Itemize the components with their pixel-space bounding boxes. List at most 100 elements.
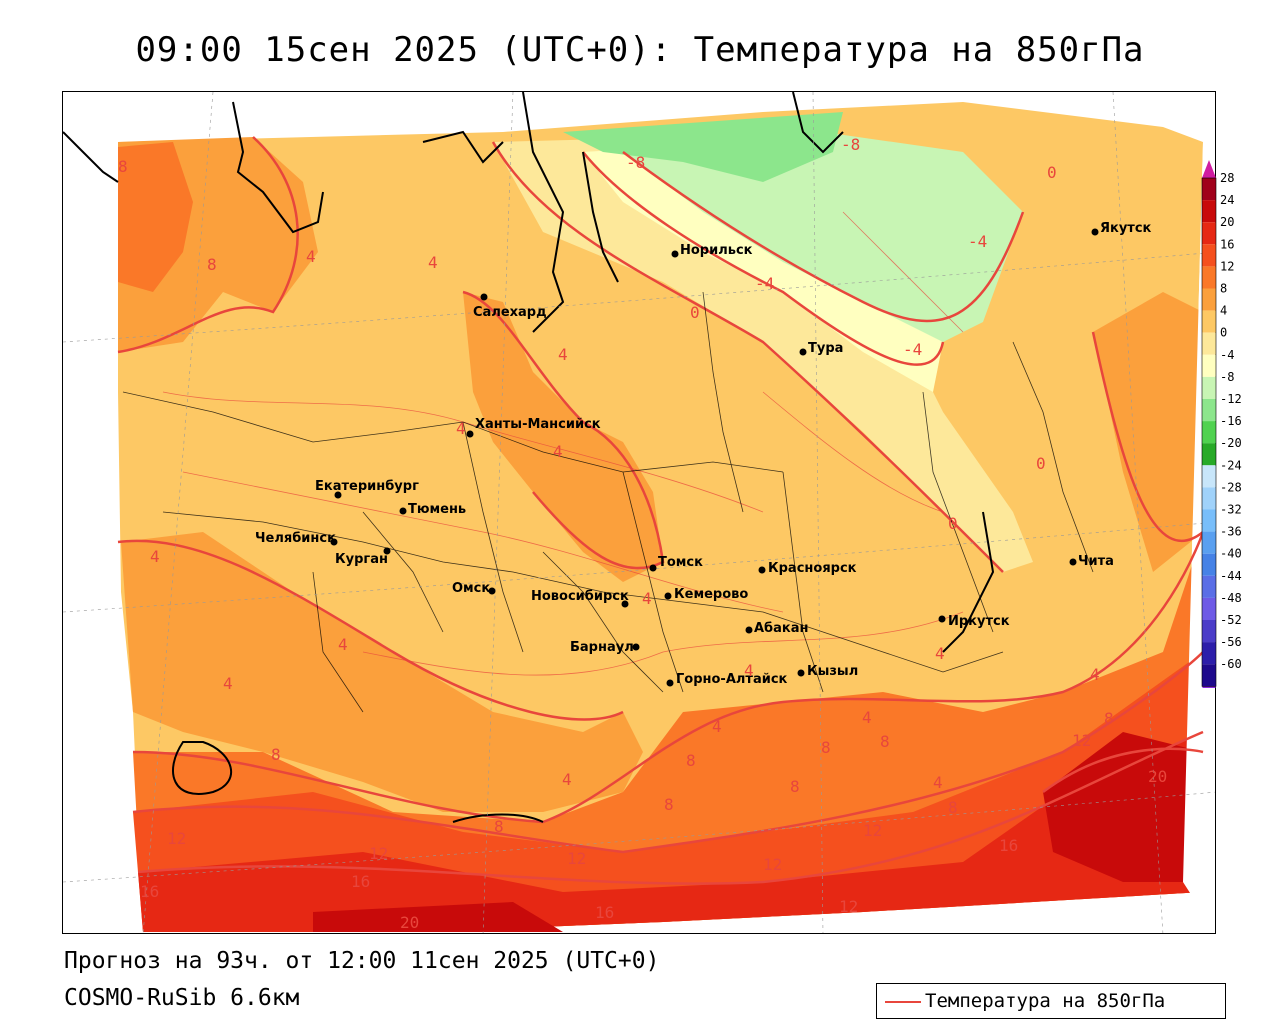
isotherm-label: 8	[207, 255, 217, 274]
city-label: Екатеринбург	[315, 479, 419, 494]
colorbar-tick-label: 16	[1220, 237, 1234, 251]
city-label: Норильск	[680, 243, 753, 258]
city-label: Ханты-Мансийск	[475, 417, 601, 432]
color-scale-bar: 28 24 20 16 12 8 4 0 -4 -8 -12 -16 -20 -24 -28 -32 -36 -4…	[1200, 158, 1270, 705]
city-khanty-mansiysk: Ханты-Мансийск	[466, 417, 601, 438]
colorbar-tick-label: -24	[1220, 458, 1242, 472]
city-label: Тюмень	[408, 502, 466, 517]
isotherm-labels: 8 8 4 4 4 -8 -8 0 -4 -4 0 -4 4 4 4 4 4 0…	[118, 135, 1167, 932]
isotherm-label: 4	[642, 589, 652, 608]
city-chelyabinsk: Челябинск	[255, 531, 338, 546]
isotherm-label: 4	[150, 547, 160, 566]
isotherm-label: 4	[338, 635, 348, 654]
colorbar-swatch	[1202, 266, 1216, 289]
color-scale-svg: 28 24 20 16 12 8 4 0 -4 -8 -12 -16 -20 -24 -28 -32 -36 -4…	[1201, 160, 1242, 705]
isotherm-label: 8	[880, 732, 890, 751]
band-4-east	[1093, 292, 1203, 572]
city-norilsk: Норильск	[671, 243, 753, 258]
colorbar-swatch	[1202, 288, 1216, 311]
colorbar-frame	[1201, 177, 1217, 687]
band-minus4-northeast	[583, 142, 943, 392]
city-kyzyl: Кызыл	[797, 664, 858, 679]
colorbar-swatch	[1202, 443, 1216, 466]
isotherm-label: 8	[494, 817, 504, 836]
colorbar-tick-label: -16	[1220, 414, 1242, 428]
isotherm-label: 12	[863, 821, 882, 840]
isotherm-label: 16	[351, 872, 370, 891]
city-chita: Чита	[1069, 554, 1114, 569]
colorbar-tick-label: 28	[1220, 171, 1234, 185]
isotherm-label: 4	[558, 345, 568, 364]
isotherm-label: 0	[1036, 454, 1046, 473]
temperature-map: Салехард Норильск Тура Якутск Ханты-Манс…	[62, 91, 1216, 934]
colorbar-tick-label: -40	[1220, 547, 1242, 561]
city-label: Иркутск	[948, 614, 1010, 629]
colorbar-swatch	[1202, 376, 1216, 399]
city-tura: Тура	[799, 341, 843, 356]
colorbar-swatch	[1202, 222, 1216, 245]
isotherm-label: 4	[562, 770, 572, 789]
isotherm-label: 4	[744, 661, 754, 680]
isotherm-label: 20	[400, 913, 419, 932]
city-label: Барнаул	[570, 640, 634, 655]
colorbar-tick-label: 4	[1220, 304, 1227, 318]
colorbar-tick-label: -44	[1220, 569, 1242, 583]
isotherm-label: 12	[1072, 731, 1091, 750]
legend-line-swatch	[885, 1001, 921, 1003]
isotherm-label: 4	[1090, 665, 1100, 684]
city-novosibirsk: Новосибирск	[531, 589, 629, 608]
isotherm-label: 12	[567, 849, 586, 868]
isotherm-label: 0	[948, 514, 958, 533]
isotherm-label: 12	[369, 844, 388, 863]
city-label: Челябинск	[255, 531, 336, 546]
band-minus8-green	[563, 112, 843, 182]
city-label: Томск	[658, 555, 703, 570]
colorbar-swatch	[1202, 399, 1216, 422]
isotherm-label: 16	[595, 903, 614, 922]
legend-label: Температура на 850гПа	[925, 990, 1166, 1012]
colorbar-swatch	[1202, 200, 1216, 223]
map-legend: Температура на 850гПа	[876, 983, 1226, 1019]
isotherm-label: 8	[118, 157, 128, 176]
colorbar-swatch	[1202, 531, 1216, 554]
city-gorno-altaysk: Горно-Алтайск	[666, 672, 788, 687]
colorbar-swatch	[1202, 509, 1216, 532]
colorbar-swatch	[1202, 421, 1216, 444]
region-boundaries	[122, 291, 1094, 713]
isotherm-label: 8	[948, 798, 958, 817]
city-label: Кемерово	[674, 587, 748, 602]
city-label: Якутск	[1100, 221, 1152, 236]
model-info: COSMO-RuSib 6.6км	[64, 985, 300, 1011]
colorbar-swatch	[1202, 575, 1216, 598]
city-salekhard: Салехард	[473, 293, 547, 320]
colorbar-tick-label: -60	[1220, 657, 1242, 671]
isotherm-label: 4	[223, 674, 233, 693]
city-label: Омск	[452, 581, 490, 596]
band-20-southwest	[313, 902, 563, 932]
colorbar-swatch	[1202, 487, 1216, 510]
isotherm-label: -4	[755, 274, 774, 293]
city-yekaterinburg: Екатеринбург	[315, 479, 419, 499]
colorbar-swatch	[1202, 664, 1216, 687]
isotherm-label: 0	[1047, 163, 1057, 182]
city-irkutsk: Иркутск	[938, 614, 1010, 629]
isotherm-label: 16	[140, 882, 159, 901]
colorbar-tick-label: -32	[1220, 503, 1242, 517]
band-4-southwest	[121, 532, 643, 812]
colorbar-tick-label: -8	[1220, 370, 1234, 384]
band-16-south	[138, 732, 1203, 932]
city-label: Салехард	[473, 305, 547, 320]
colorbar-swatch	[1202, 465, 1216, 488]
city-label: Красноярск	[768, 561, 857, 576]
city-label: Абакан	[754, 621, 809, 636]
city-label: Кызыл	[807, 664, 858, 679]
city-barnaul: Барнаул	[570, 640, 640, 655]
city-omsk: Омск	[452, 581, 496, 596]
map-svg: Салехард Норильск Тура Якутск Ханты-Манс…	[63, 92, 1215, 933]
isotherm-label: 4	[456, 419, 466, 438]
isotherm-label: 4	[306, 247, 316, 266]
city-label: Тура	[808, 341, 843, 356]
colorbar-tick-label: -48	[1220, 591, 1242, 605]
isotherm-label: -4	[968, 232, 987, 251]
isotherm-lines	[117, 136, 1205, 885]
